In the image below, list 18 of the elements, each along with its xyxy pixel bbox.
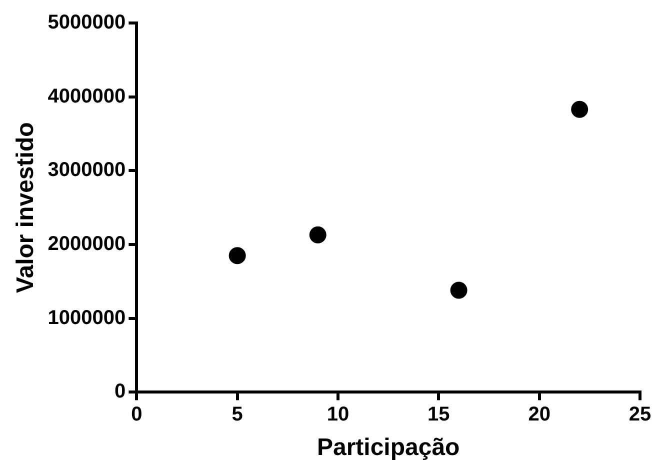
point — [309, 226, 326, 244]
x-tick-label: 10 — [326, 404, 350, 426]
x-tick-label: 20 — [528, 404, 550, 426]
y-tick-label: 4000000 — [48, 85, 126, 108]
y-tick-label: 5000000 — [48, 12, 126, 34]
x-tick-label: 5 — [232, 404, 243, 426]
y-tick-label: 1000000 — [48, 306, 126, 329]
x-tick-label: 15 — [428, 404, 450, 426]
point — [450, 282, 468, 299]
y-axis-title: Valor investido — [12, 122, 40, 293]
y-tick-label: 3000000 — [48, 159, 126, 182]
y-tick-label: 0 — [114, 380, 126, 403]
point — [228, 247, 246, 264]
x-tick-label: 0 — [131, 404, 142, 426]
y-tick-label: 2000000 — [48, 233, 126, 256]
x-axis-title: Participação — [316, 434, 460, 462]
x-tick-label: 25 — [628, 404, 652, 426]
point — [571, 100, 588, 118]
